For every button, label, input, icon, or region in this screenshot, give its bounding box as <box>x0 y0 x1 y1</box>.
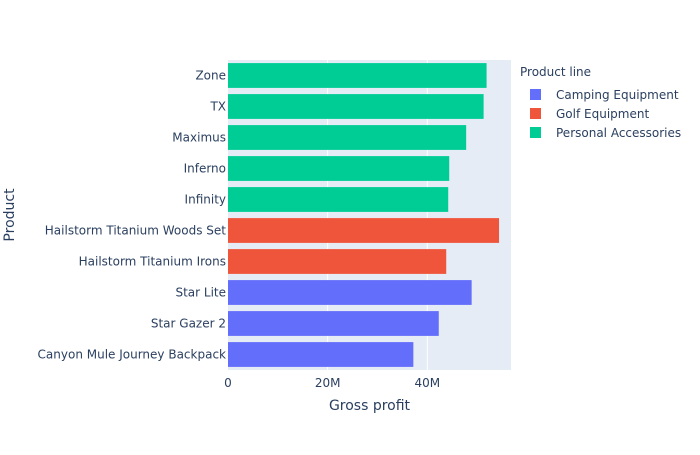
y-tick-label: Infinity <box>185 193 226 207</box>
bar <box>228 342 414 367</box>
bar <box>228 187 449 212</box>
legend-title: Product line <box>520 65 591 79</box>
legend-entry: Golf Equipment <box>556 107 649 121</box>
bar <box>228 156 450 181</box>
y-tick-label: Hailstorm Titanium Woods Set <box>45 224 227 238</box>
y-tick-labels: Canyon Mule Journey Backpack Star Gazer 2… <box>38 69 227 362</box>
bar <box>228 311 439 336</box>
x-axis-title: Gross profit <box>329 398 411 414</box>
y-tick-label: Zone <box>195 69 226 83</box>
bar <box>228 63 487 88</box>
x-tick-label: 0 <box>224 376 232 390</box>
x-tick-labels: 0 20M 40M <box>224 376 440 390</box>
y-tick-label: Inferno <box>184 162 226 176</box>
bar <box>228 280 472 305</box>
legend: Product line Camping Equipment Golf Equip… <box>520 65 681 140</box>
y-tick-label: Maximus <box>172 131 226 145</box>
bar <box>228 125 467 150</box>
bar <box>228 249 447 274</box>
y-axis-title: Product <box>2 188 18 242</box>
legend-entry: Personal Accessories <box>556 126 681 140</box>
y-tick-label: TX <box>209 100 226 114</box>
y-tick-label: Hailstorm Titanium Irons <box>79 255 226 269</box>
legend-swatch <box>530 127 541 138</box>
legend-entry: Camping Equipment <box>556 88 679 102</box>
y-tick-label: Canyon Mule Journey Backpack <box>38 348 227 362</box>
x-tick-label: 40M <box>414 376 440 390</box>
y-tick-label: Star Gazer 2 <box>151 317 226 331</box>
y-tick-label: Star Lite <box>175 286 226 300</box>
bars <box>228 63 500 367</box>
bar <box>228 218 500 243</box>
legend-swatch <box>530 108 541 119</box>
x-tick-label: 20M <box>315 376 341 390</box>
legend-swatch <box>530 89 541 100</box>
bar <box>228 94 484 119</box>
